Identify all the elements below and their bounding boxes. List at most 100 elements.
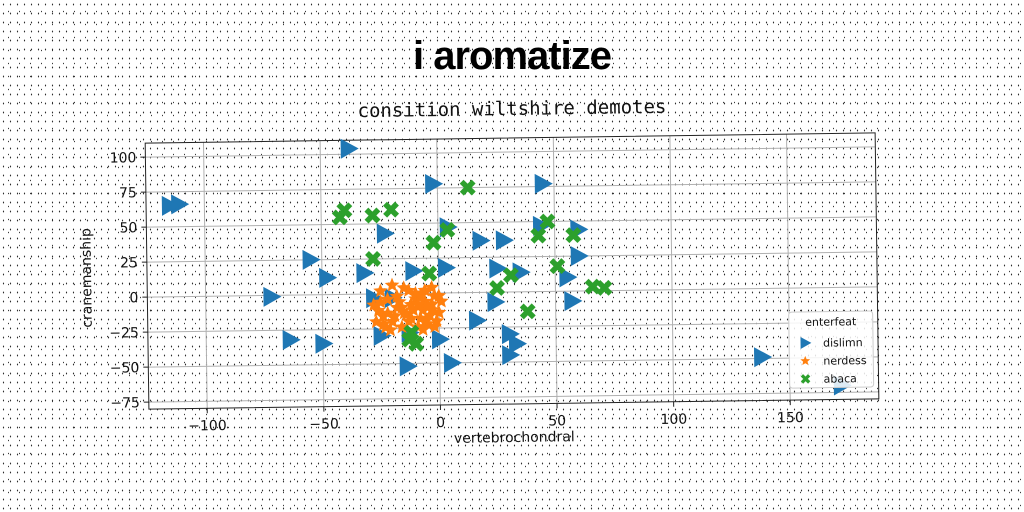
dislimn-point (431, 329, 450, 350)
y-gridline (148, 391, 879, 403)
dislimn-point (161, 195, 180, 216)
y-tick-label: −25 (109, 325, 139, 341)
dislimn-point (508, 333, 528, 354)
plot-frame (144, 132, 880, 410)
y-gridline (147, 286, 878, 298)
nerdess-point (424, 279, 440, 294)
nerdess-point (401, 283, 416, 297)
abaca-point (421, 265, 438, 282)
nerdess-point (415, 322, 431, 336)
nerdess-point (410, 296, 426, 311)
dislimn-point (437, 257, 456, 278)
dislimn-point (302, 249, 321, 270)
nerdess-point (417, 313, 433, 328)
nerdess-point (373, 294, 388, 309)
dislimn-point (373, 325, 392, 346)
nerdess-point (384, 277, 400, 292)
y-gridline (145, 181, 876, 193)
x-tick-label: 150 (777, 410, 804, 426)
legend-marker-abaca (800, 374, 811, 384)
nerdess-point (415, 302, 431, 317)
nerdess-point (403, 311, 419, 325)
abaca-point (549, 258, 566, 275)
abaca-point (584, 278, 601, 295)
legend-marker-nerdess (800, 355, 811, 366)
abaca-point (502, 267, 519, 284)
abaca-point (459, 179, 476, 196)
abaca-point (539, 213, 556, 230)
nerdess-point (376, 317, 391, 331)
abaca-point (439, 221, 456, 238)
abaca-point (596, 279, 613, 296)
nerdess-point (433, 293, 449, 308)
abaca-point (365, 250, 382, 267)
abaca-point (565, 227, 582, 244)
abaca-point (519, 303, 536, 320)
axis-ticks: −100 −50 0 50 100 150 −75 −50 −25 0 25 50 75 100 (109, 150, 804, 435)
y-tick-label: 75 (119, 185, 137, 201)
dislimn-point (340, 138, 359, 159)
legend-box (788, 310, 875, 389)
dislimn-point (263, 286, 282, 307)
nerdess-point (373, 283, 388, 298)
x-tick-label: 50 (548, 413, 566, 429)
dislimn-point (559, 267, 578, 288)
y-gridline (145, 146, 876, 158)
dislimn-point (489, 258, 508, 279)
dislimn-point (487, 292, 506, 313)
dislimn-point (753, 347, 773, 368)
y-tick-label: 0 (129, 290, 138, 306)
y-tick-label: 100 (110, 150, 137, 166)
abaca-point (383, 201, 400, 218)
abaca-point (489, 280, 506, 297)
legend-label: abaca (823, 372, 856, 385)
nerdess-point (385, 314, 400, 328)
y-gridline (146, 216, 877, 228)
nerdess-point (375, 308, 391, 323)
dislimn-point (512, 262, 531, 283)
dislimn-point (171, 194, 190, 215)
nerdess-point (394, 299, 409, 314)
nerdess-point (383, 322, 398, 337)
nerdess-point (422, 307, 438, 322)
nerdess-point (431, 288, 447, 303)
dislimn-point (570, 246, 589, 267)
x-axis-label: vertebrochondral (454, 429, 575, 447)
nerdess-point (431, 305, 447, 319)
y-gridline (147, 321, 878, 333)
dislimn-point (319, 267, 338, 288)
abaca-point (331, 209, 348, 226)
legend-label: nerdess (823, 354, 867, 368)
x-tick-label: −50 (309, 416, 339, 432)
x-tick-label: −100 (188, 418, 227, 435)
dislimn-point (315, 333, 334, 354)
y-axis-label: cranemanship (78, 228, 95, 328)
dislimn-point (495, 230, 514, 251)
abaca-point (364, 207, 381, 224)
dislimn-point (502, 345, 521, 366)
dislimn-point (425, 174, 444, 195)
dislimn-point (356, 263, 375, 284)
legend: enterfeat dislimn nerdess abaca (788, 310, 875, 389)
dislimn-point (501, 324, 520, 345)
nerdess-point (387, 308, 403, 323)
x-gridline (669, 135, 675, 402)
dislimn-point (443, 352, 462, 373)
y-tick-label: 25 (120, 255, 138, 271)
x-gridline (202, 142, 208, 409)
dislimn-point (399, 356, 418, 377)
dislimn-point (468, 310, 488, 331)
abaca-point (425, 234, 442, 251)
nerdess-point (412, 288, 428, 303)
nerdess-point (429, 313, 445, 328)
nerdess-point (427, 319, 442, 333)
dislimn-point (564, 291, 583, 312)
nerdess-point (371, 303, 386, 317)
nerdess-point (417, 282, 433, 297)
y-gridline (146, 251, 877, 263)
y-tick-label: 50 (119, 220, 137, 236)
dislimn-point (376, 223, 395, 244)
dislimn-point (282, 330, 301, 351)
x-tick-label: 0 (436, 415, 445, 431)
